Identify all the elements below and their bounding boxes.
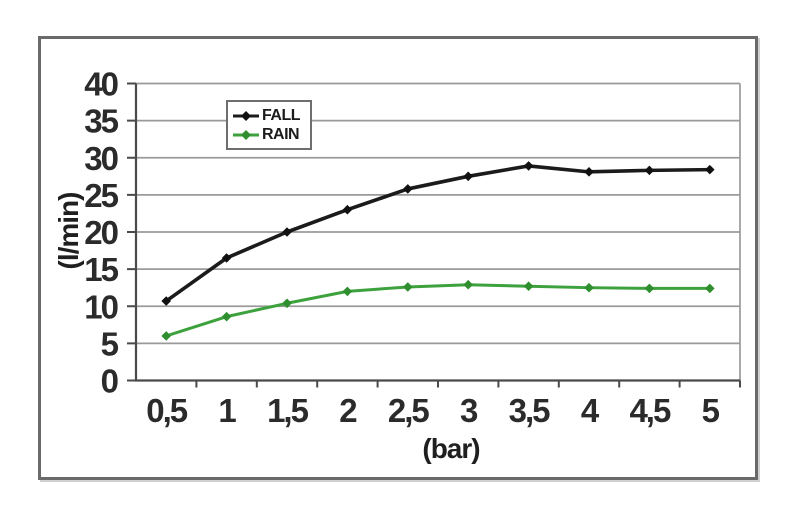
marker-rain-2 — [342, 286, 353, 297]
figure-frame — [38, 36, 758, 480]
marker-rain-1,5 — [282, 298, 292, 309]
legend-label-rain: RAIN — [262, 125, 300, 143]
legend-label-fall: FALL — [262, 106, 301, 124]
marker-fall-3,5 — [523, 161, 534, 171]
y-tick-label-20: 20 — [84, 214, 117, 251]
x-tick-label-1: 1 — [218, 392, 236, 429]
fall-series-swatch-icon — [233, 110, 259, 121]
marker-rain-5 — [705, 283, 715, 294]
marker-rain-1 — [221, 311, 232, 322]
rain-series-swatch-icon — [233, 129, 259, 140]
x-tick-label-5: 5 — [702, 392, 720, 429]
marker-fall-2 — [342, 204, 353, 215]
marker-fall-0,5 — [161, 296, 171, 306]
y-tick-label-5: 5 — [101, 325, 119, 362]
y-tick-label-0: 0 — [101, 363, 118, 400]
y-tick-label-35: 35 — [84, 103, 118, 140]
legend-item-rain: RAIN — [233, 125, 310, 143]
series-line-fall — [164, 164, 712, 303]
marker-rain-4 — [584, 282, 594, 293]
x-tick-label-4: 4 — [581, 392, 600, 429]
series-line-rain — [164, 283, 712, 338]
marker-fall-5 — [705, 164, 715, 175]
marker-fall-4 — [584, 167, 594, 177]
marker-fall-1,5 — [282, 227, 292, 237]
x-tick-label-1,5: 1,5 — [267, 392, 309, 429]
marker-fall-1 — [221, 253, 232, 263]
x-tick-label-4,5: 4,5 — [629, 392, 671, 429]
marker-rain-3 — [463, 279, 473, 290]
y-tick-label-15: 15 — [84, 251, 118, 288]
marker-fall-4,5 — [644, 165, 655, 176]
x-tick-label-0,5: 0,5 — [146, 392, 188, 429]
x-tick-label-2,5: 2,5 — [388, 392, 430, 429]
y-axis-title: (l/min) — [53, 192, 84, 270]
marker-rain-4,5 — [644, 283, 655, 294]
x-axis-title: (bar) — [422, 433, 480, 464]
marker-rain-0,5 — [161, 331, 171, 341]
chart-legend: FALL RAIN — [226, 100, 312, 150]
marker-fall-3 — [463, 171, 473, 182]
y-tick-label-10: 10 — [84, 288, 117, 325]
marker-rain-3,5 — [523, 281, 534, 292]
marker-fall-2,5 — [403, 184, 413, 194]
x-tick-label-2: 2 — [339, 392, 357, 429]
y-tick-label-40: 40 — [84, 66, 117, 103]
x-tick-label-3,5: 3,5 — [509, 392, 551, 429]
y-tick-label-25: 25 — [84, 177, 118, 214]
marker-rain-2,5 — [403, 282, 413, 292]
y-tick-label-30: 30 — [84, 140, 117, 177]
x-tick-label-3: 3 — [460, 392, 478, 429]
legend-item-fall: FALL — [233, 106, 310, 124]
